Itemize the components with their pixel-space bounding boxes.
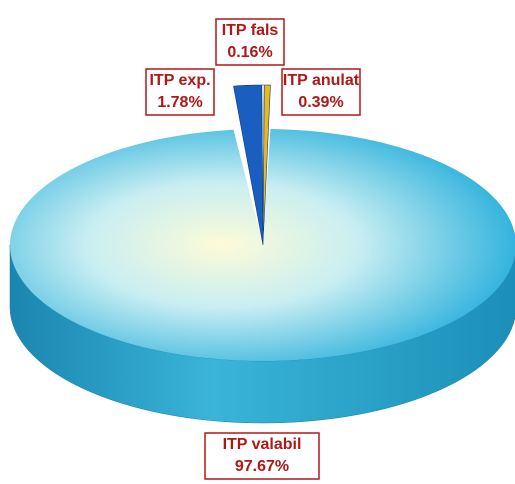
label-box (204, 432, 320, 480)
slice-label: ITP valabil 97.67% (204, 432, 320, 480)
pie-slice (233, 84, 264, 246)
slice-label: ITP exp. 1.78% (145, 68, 215, 116)
pie-slice (10, 129, 515, 361)
label-value: 0.16% (227, 44, 272, 61)
label-name: ITP anulat (283, 72, 360, 89)
label-box (281, 68, 361, 116)
label-value: 0.39% (298, 94, 343, 111)
label-box (215, 18, 285, 66)
label-name: ITP exp. (149, 72, 210, 89)
pie-side (9, 244, 515, 424)
slice-label: ITP fals 0.16% (215, 18, 285, 66)
label-value: 1.78% (157, 94, 202, 111)
label-name: ITP fals (222, 22, 279, 39)
label-value: 97.67% (235, 458, 289, 475)
label-box (145, 68, 215, 116)
pie-slice (262, 84, 271, 246)
slice-label: ITP anulat 0.39% (281, 68, 361, 116)
label-name: ITP valabil (223, 436, 302, 453)
